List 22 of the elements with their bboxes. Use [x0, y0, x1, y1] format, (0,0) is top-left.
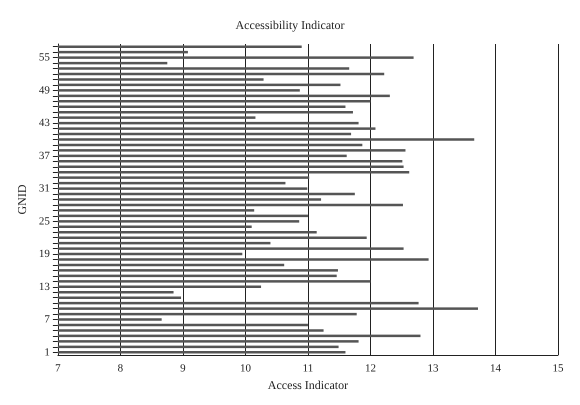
y-tick-label: 1	[44, 346, 50, 358]
x-tick-label: 9	[180, 362, 186, 374]
y-tick-label: 31	[38, 182, 50, 195]
x-axis-title: Access Indicator	[268, 378, 348, 392]
x-tick-label: 14	[490, 362, 502, 374]
y-tick-label: 19	[38, 248, 50, 260]
x-tick-label: 12	[364, 362, 376, 374]
y-tick-label: 43	[38, 117, 50, 130]
y-tick-label: 49	[38, 84, 50, 96]
y-axis-title: GNID	[15, 184, 29, 214]
y-tick-label: 7	[44, 314, 50, 326]
x-tick-label: 13	[427, 362, 439, 374]
x-tick-label: 10	[240, 362, 252, 374]
y-tick-label: 25	[38, 215, 50, 228]
x-tick-label: 15	[552, 362, 564, 374]
y-tick-label: 55	[38, 52, 50, 64]
x-tick-label: 7	[55, 362, 62, 374]
chart-title: Accessibility Indicator	[236, 18, 344, 32]
x-tick-label: 8	[118, 362, 124, 374]
y-tick-label: 13	[38, 280, 50, 293]
y-tick-label: 37	[38, 150, 50, 162]
x-tick-label: 11	[302, 362, 314, 374]
